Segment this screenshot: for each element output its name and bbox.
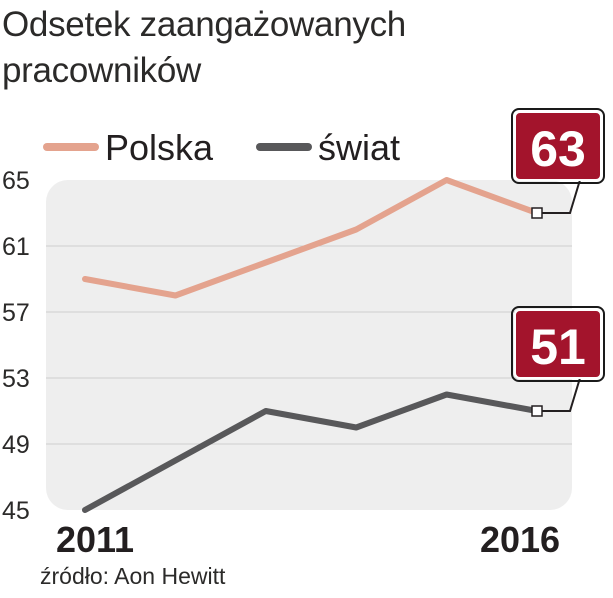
end-marker-polska: [531, 207, 543, 219]
legend-label-polska: Polska: [105, 127, 214, 168]
y-tick-label-45: 45: [2, 497, 30, 525]
end-value-badge-outline-swiat: [511, 306, 605, 382]
end-value-label-polska: 63: [530, 121, 586, 177]
series-line-polska: [82, 177, 540, 299]
end-value-badge-polska: [514, 111, 602, 181]
x-tick-label-first: 2011: [56, 519, 134, 560]
y-tick-label-53: 53: [2, 365, 30, 393]
legend-label-swiat: świat: [318, 127, 400, 168]
end-value-label-swiat: 51: [530, 319, 586, 375]
plot-background: [46, 180, 572, 510]
x-tick-label-last: 2016: [480, 519, 560, 560]
y-tick-label-61: 61: [2, 233, 30, 261]
chart-title: Odsetek zaangażowanych pracowników: [2, 5, 406, 90]
y-tick-label-57: 57: [2, 299, 30, 327]
y-tick-label-65: 65: [2, 167, 30, 195]
source-note: źródło: Aon Hewitt: [40, 563, 226, 589]
end-value-badge-swiat: [514, 309, 602, 379]
end-value-badge-outline-polska: [511, 108, 605, 184]
y-tick-label-49: 49: [2, 431, 30, 459]
end-marker-swiat: [531, 405, 543, 417]
series-line-swiat: [82, 391, 540, 513]
